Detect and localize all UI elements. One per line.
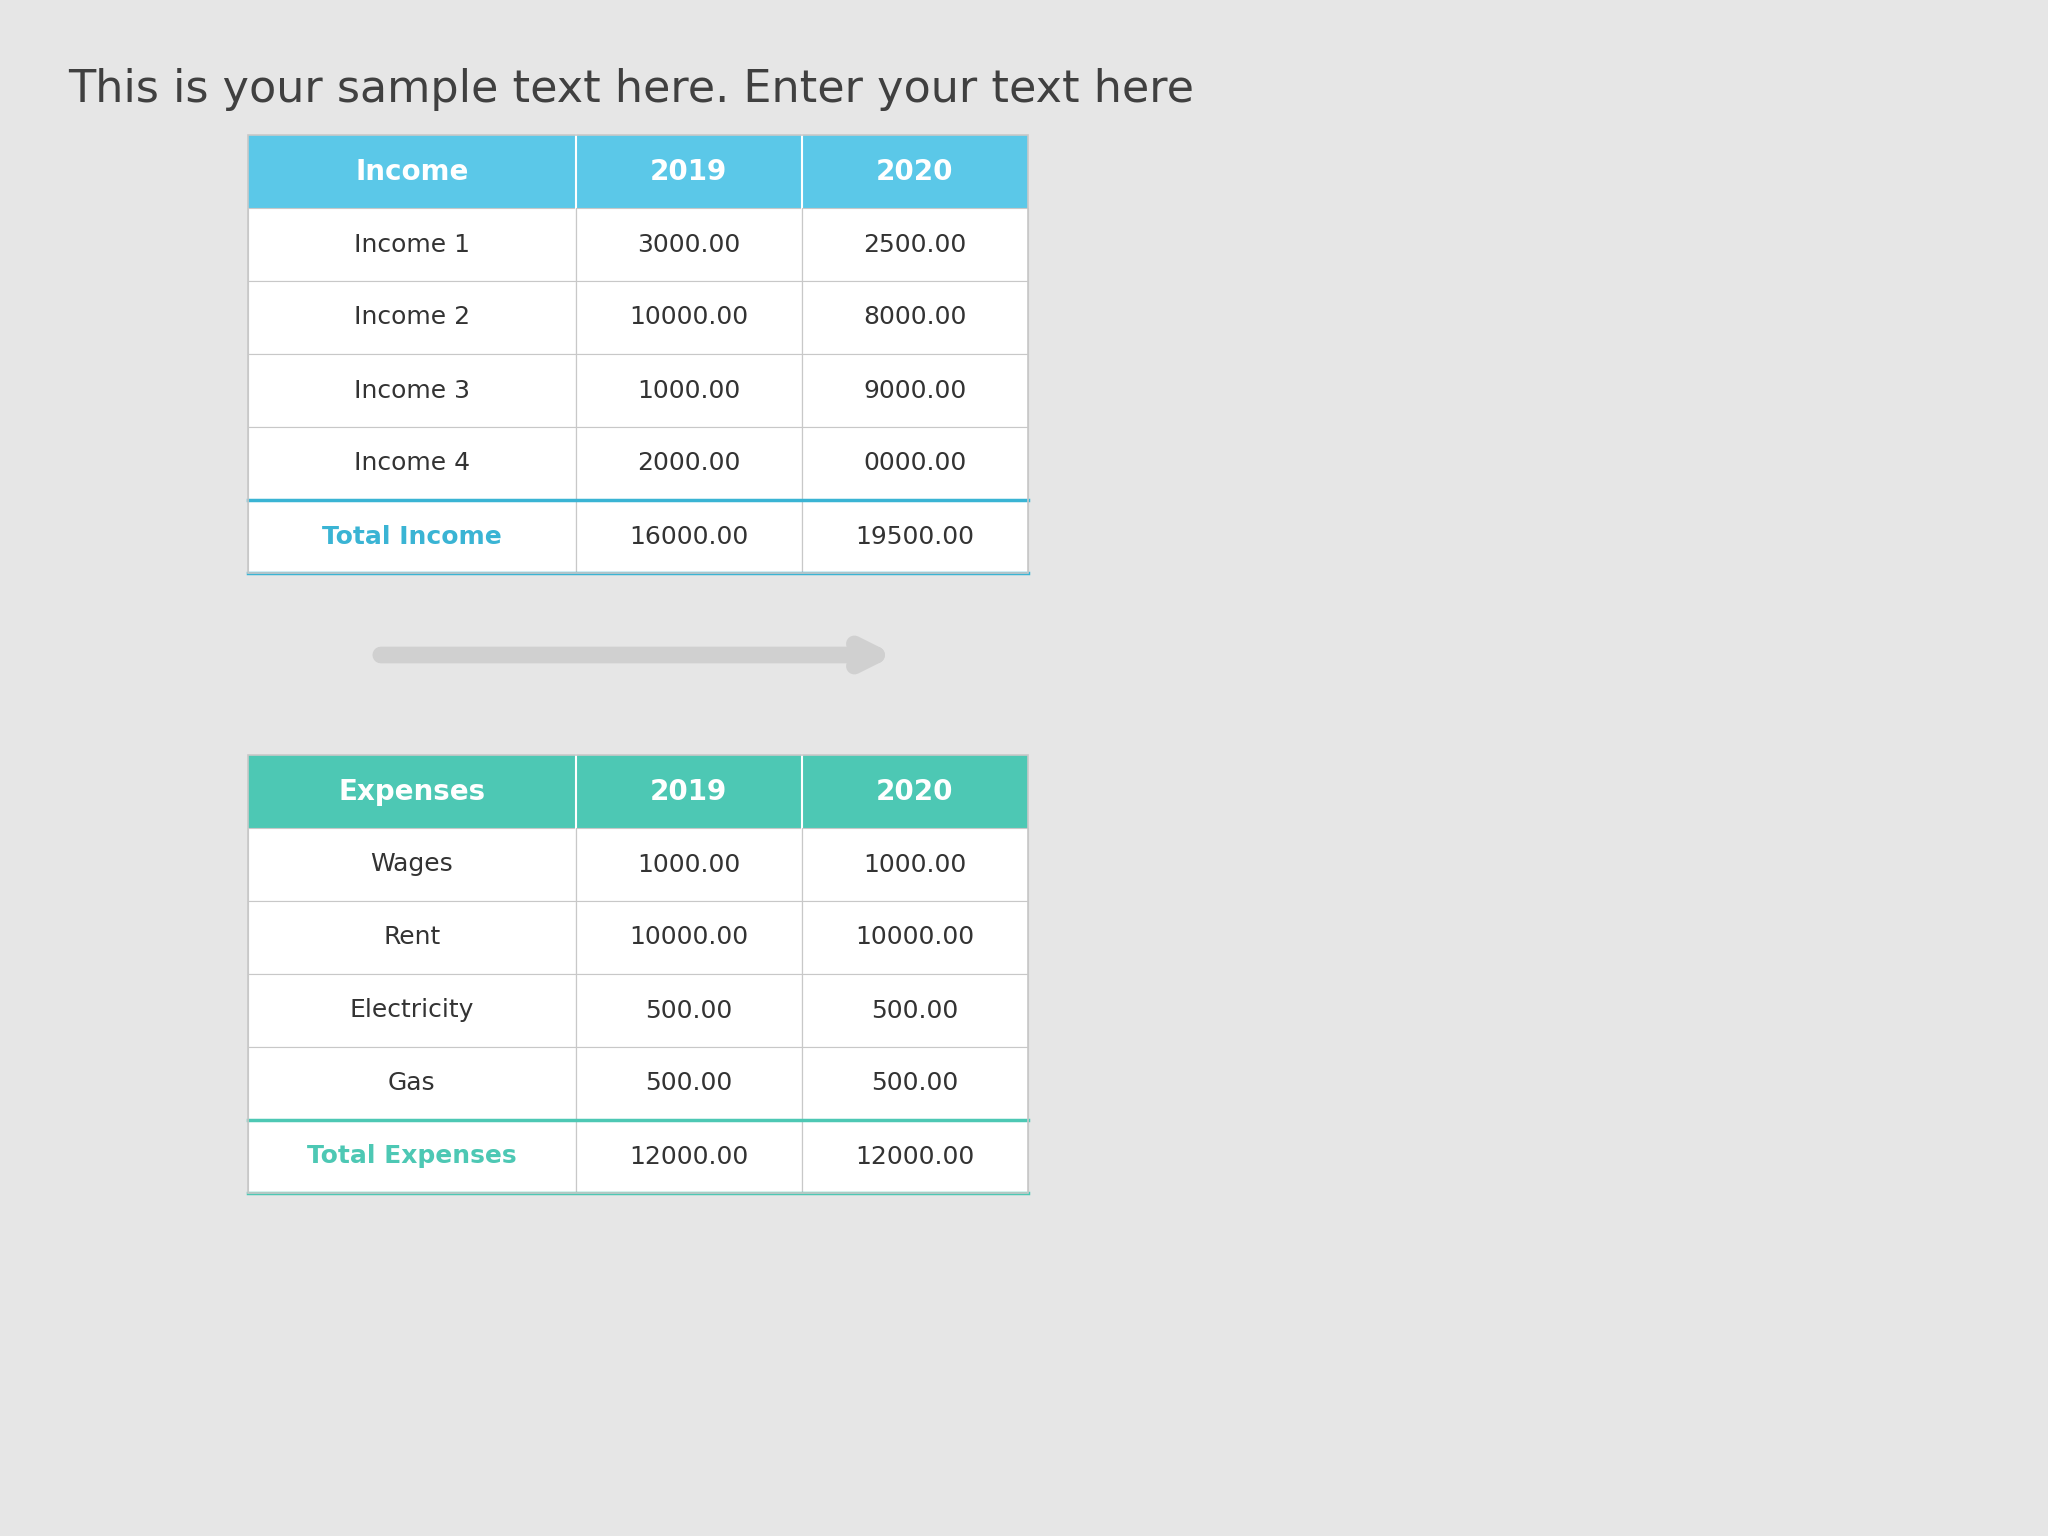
Text: This is your sample text here. Enter your text here: This is your sample text here. Enter you… [68,68,1194,111]
Bar [248,501,575,573]
Bar [575,902,803,974]
Bar [248,756,1028,1193]
Bar [575,501,803,573]
Text: 9000.00: 9000.00 [864,378,967,402]
Bar [803,1048,1028,1120]
Bar [803,828,1028,902]
Text: Gas: Gas [387,1072,436,1095]
Bar [248,828,575,902]
Bar [248,902,575,974]
Text: 3000.00: 3000.00 [637,232,739,257]
Text: 2000.00: 2000.00 [637,452,741,476]
Text: 500.00: 500.00 [870,998,958,1023]
Text: 2500.00: 2500.00 [864,232,967,257]
Bar [575,756,803,828]
Text: Expenses: Expenses [338,777,485,805]
Bar [575,1120,803,1193]
Text: 16000.00: 16000.00 [629,524,748,548]
Bar [248,974,575,1048]
Bar [803,427,1028,501]
Text: 2019: 2019 [649,158,727,186]
Text: 12000.00: 12000.00 [629,1144,748,1169]
Bar [248,135,1028,573]
Text: 500.00: 500.00 [645,1072,733,1095]
Text: Income 2: Income 2 [354,306,469,330]
Text: Wages: Wages [371,852,453,877]
Text: 2020: 2020 [877,777,954,805]
Text: 0000.00: 0000.00 [864,452,967,476]
Bar [248,1120,575,1193]
Text: 10000.00: 10000.00 [629,926,748,949]
Text: Total Income: Total Income [322,524,502,548]
Text: 19500.00: 19500.00 [856,524,975,548]
Bar [575,427,803,501]
Bar [575,1048,803,1120]
Text: 500.00: 500.00 [645,998,733,1023]
Text: Income: Income [354,158,469,186]
Text: 8000.00: 8000.00 [862,306,967,330]
Bar [248,756,575,828]
Bar [248,135,575,207]
Text: Total Expenses: Total Expenses [307,1144,516,1169]
Bar [248,207,575,281]
Text: Income 1: Income 1 [354,232,469,257]
Bar [803,501,1028,573]
Bar [575,974,803,1048]
Bar [575,207,803,281]
Bar [575,281,803,353]
Bar [575,353,803,427]
Text: 1000.00: 1000.00 [864,852,967,877]
Bar [803,281,1028,353]
Bar [803,974,1028,1048]
Text: 2019: 2019 [649,777,727,805]
Bar [803,756,1028,828]
Text: 10000.00: 10000.00 [856,926,975,949]
Text: 500.00: 500.00 [870,1072,958,1095]
Text: 1000.00: 1000.00 [637,852,739,877]
Text: Income 3: Income 3 [354,378,469,402]
Bar [803,353,1028,427]
Text: Electricity: Electricity [350,998,473,1023]
Text: Income 4: Income 4 [354,452,469,476]
Text: 2020: 2020 [877,158,954,186]
Bar [248,427,575,501]
Bar [248,353,575,427]
Text: 12000.00: 12000.00 [856,1144,975,1169]
Bar [575,135,803,207]
Bar [248,1048,575,1120]
Bar [803,902,1028,974]
Bar [575,828,803,902]
Text: 1000.00: 1000.00 [637,378,739,402]
Bar [803,207,1028,281]
Text: Rent: Rent [383,926,440,949]
Bar [248,281,575,353]
Bar [803,135,1028,207]
Bar [803,1120,1028,1193]
Text: 10000.00: 10000.00 [629,306,748,330]
